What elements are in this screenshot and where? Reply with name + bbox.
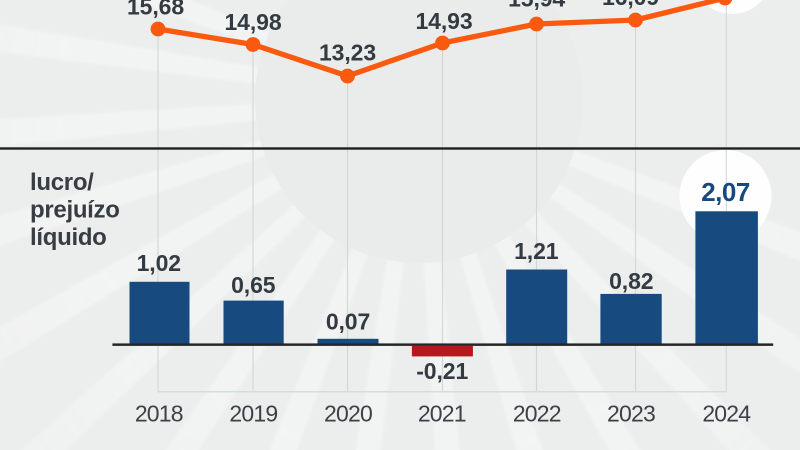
svg-text:2022: 2022 <box>513 401 561 427</box>
svg-text:2019: 2019 <box>229 401 277 427</box>
svg-text:0,07: 0,07 <box>326 309 370 335</box>
svg-text:2021: 2021 <box>418 401 466 427</box>
svg-text:15,68: 15,68 <box>127 0 184 20</box>
svg-text:0,65: 0,65 <box>231 272 276 298</box>
svg-text:líquido: líquido <box>30 224 107 251</box>
svg-text:2018: 2018 <box>135 401 183 427</box>
svg-text:lucro/: lucro/ <box>30 169 94 196</box>
svg-text:15,94: 15,94 <box>508 0 565 12</box>
svg-text:2024: 2024 <box>702 401 751 427</box>
svg-text:-0,21: -0,21 <box>416 358 468 384</box>
svg-text:0,82: 0,82 <box>609 268 653 294</box>
svg-text:14,93: 14,93 <box>415 8 472 34</box>
svg-text:2023: 2023 <box>607 401 655 427</box>
svg-text:2020: 2020 <box>324 401 372 427</box>
svg-text:14,98: 14,98 <box>224 9 281 35</box>
svg-text:13,23: 13,23 <box>319 40 376 66</box>
svg-text:2,07: 2,07 <box>701 177 750 207</box>
svg-text:1,02: 1,02 <box>137 250 181 276</box>
svg-text:prejuízo: prejuízo <box>30 197 120 224</box>
svg-text:1,21: 1,21 <box>514 238 559 264</box>
svg-text:16,09: 16,09 <box>602 0 659 10</box>
